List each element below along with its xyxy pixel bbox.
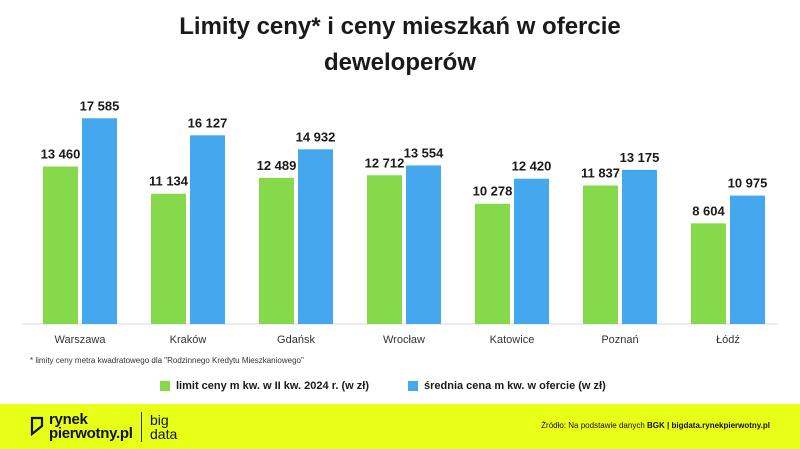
data-label-avg-price-2: 14 932 bbox=[296, 129, 336, 144]
logo-line-1: rynek bbox=[49, 411, 88, 428]
bar-limit-1 bbox=[151, 193, 186, 324]
legend-label-avg-price: średnia cena m kw. w ofercie (w zł) bbox=[424, 380, 606, 392]
category-label-2: Gdańsk bbox=[277, 334, 315, 346]
data-label-avg-price-0: 17 585 bbox=[80, 98, 120, 113]
bar-avg-price-6 bbox=[730, 195, 765, 324]
legend-swatch-avg-price bbox=[408, 381, 418, 391]
category-label-4: Katowice bbox=[490, 334, 535, 346]
source-prefix: Źródło: Na podstawie danych bbox=[541, 421, 647, 430]
category-label-1: Kraków bbox=[170, 334, 207, 346]
bar-limit-2 bbox=[259, 177, 294, 324]
category-label-6: Łódź bbox=[716, 334, 740, 346]
chart-title-line-2: deweloperów bbox=[323, 49, 477, 76]
source-bold: BGK | bigdata.rynekpierwotny.pl bbox=[647, 421, 770, 430]
category-label-3: Wrocław bbox=[383, 334, 425, 346]
bar-chart: 13 460 17 585 Warszawa 11 134 16 127 Kraków 12… bbox=[22, 98, 778, 346]
data-label-limit-6: 8 604 bbox=[692, 203, 725, 218]
bar-avg-price-1 bbox=[190, 135, 225, 324]
data-label-avg-price-4: 12 420 bbox=[512, 159, 552, 174]
data-label-avg-price-1: 16 127 bbox=[188, 115, 228, 130]
source-note: Źródło: Na podstawie danych BGK | bigdat… bbox=[541, 421, 770, 430]
logo2-line-2: data bbox=[150, 426, 178, 442]
bar-avg-price-5 bbox=[622, 169, 657, 324]
bar-avg-price-3 bbox=[406, 165, 441, 324]
bar-avg-price-2 bbox=[298, 149, 333, 324]
data-label-avg-price-3: 13 554 bbox=[404, 145, 445, 160]
bar-limit-6 bbox=[691, 223, 726, 324]
bar-avg-price-0 bbox=[82, 118, 117, 325]
data-label-limit-1: 11 134 bbox=[149, 174, 189, 189]
bar-limit-5 bbox=[583, 185, 618, 324]
data-label-limit-4: 10 278 bbox=[473, 184, 513, 199]
data-label-limit-2: 12 489 bbox=[257, 158, 297, 173]
logo2-line-1: big bbox=[150, 412, 169, 428]
bigdata-logo: big data bbox=[150, 413, 177, 441]
category-label-5: Poznań bbox=[601, 334, 638, 346]
rynekpierwotny-logo: rynek pierwotny.pl bbox=[49, 411, 133, 442]
data-label-avg-price-6: 10 975 bbox=[728, 176, 768, 191]
bar-limit-4 bbox=[475, 203, 510, 324]
logo-line-2: pierwotny.pl bbox=[49, 425, 133, 442]
category-label-0: Warszawa bbox=[55, 334, 107, 346]
logo-divider bbox=[141, 412, 142, 442]
bar-limit-3 bbox=[367, 175, 402, 324]
data-label-limit-3: 12 712 bbox=[365, 155, 405, 170]
legend-item-limit: limit ceny m kw. w II kw. 2024 r. (w zł) bbox=[160, 378, 369, 394]
legend-item-avg-price: średnia cena m kw. w ofercie (w zł) bbox=[408, 378, 606, 394]
data-label-limit-0: 13 460 bbox=[41, 147, 81, 162]
legend-label-limit: limit ceny m kw. w II kw. 2024 r. (w zł) bbox=[176, 380, 369, 392]
bar-limit-0 bbox=[43, 166, 78, 324]
footnote: * limity ceny metra kwadratowego dla "Ro… bbox=[30, 356, 304, 365]
data-label-limit-5: 11 837 bbox=[581, 166, 620, 181]
footer-bar: rynek pierwotny.pl big data Źródło: Na p… bbox=[0, 404, 800, 449]
legend-swatch-limit bbox=[160, 381, 170, 391]
data-label-avg-price-5: 13 175 bbox=[620, 150, 660, 165]
rynekpierwotny-logo-icon bbox=[30, 416, 44, 436]
chart-title-line-1: Limity ceny* i ceny mieszkań w ofercie bbox=[179, 13, 621, 40]
bar-avg-price-4 bbox=[514, 178, 549, 324]
